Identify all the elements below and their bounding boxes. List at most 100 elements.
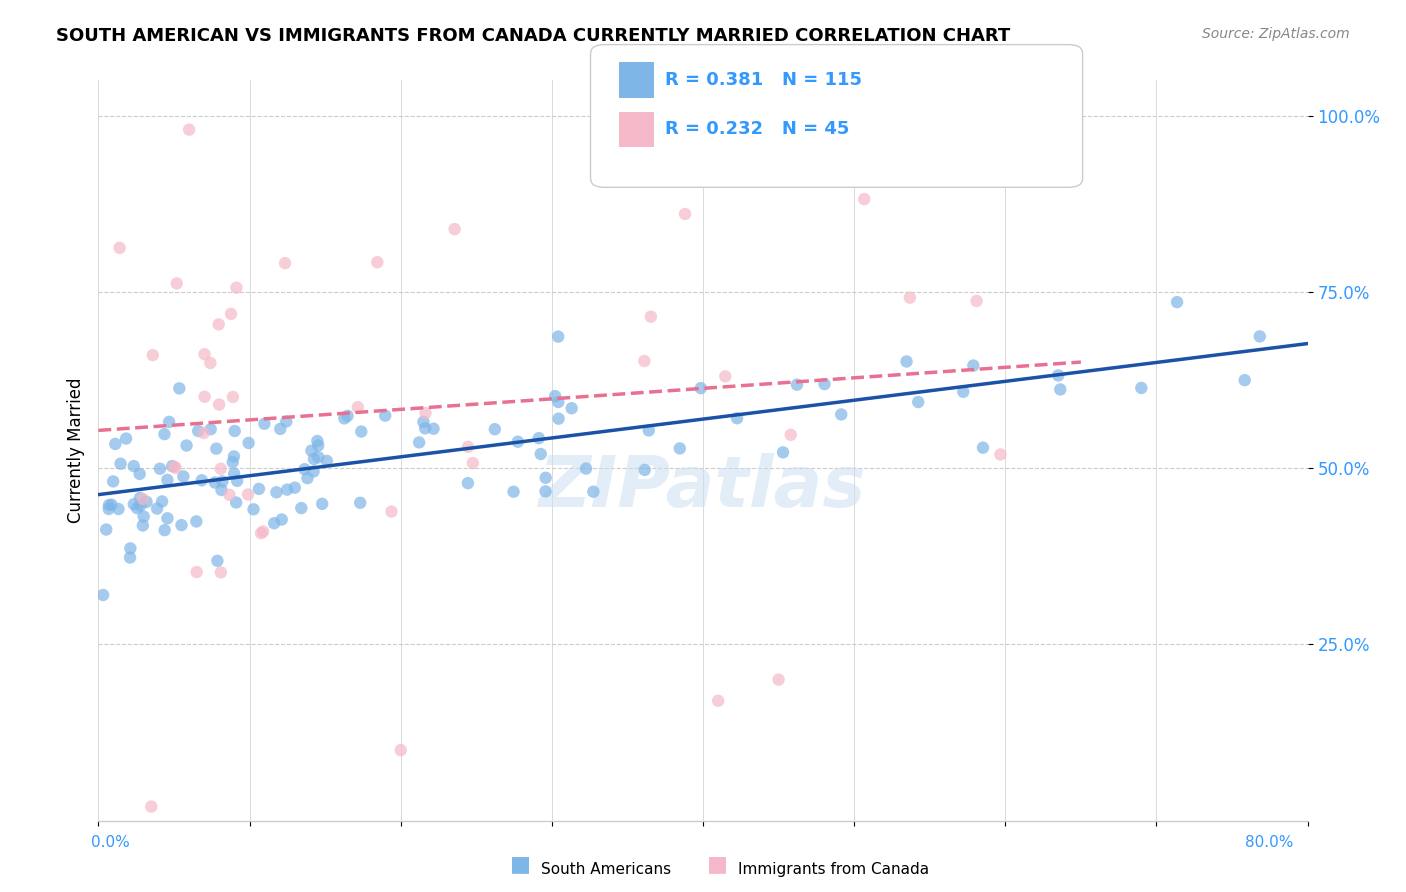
Immigrants from Canada <box>141 799 163 814</box>
South Americans <box>253 417 276 431</box>
Immigrants from Canada <box>966 293 988 308</box>
Immigrants from Canada <box>415 406 437 420</box>
South Americans <box>294 462 316 476</box>
Text: ZIPatlas: ZIPatlas <box>540 453 866 522</box>
Immigrants from Canada <box>898 291 921 305</box>
South Americans <box>270 512 292 526</box>
South Americans <box>176 438 198 452</box>
Text: 80.0%: 80.0% <box>1246 836 1294 850</box>
Immigrants from Canada <box>457 440 479 454</box>
South Americans <box>225 495 247 509</box>
Immigrants from Canada <box>990 447 1012 461</box>
Immigrants from Canada <box>707 694 730 708</box>
Immigrants from Canada <box>274 256 297 270</box>
South Americans <box>128 467 150 481</box>
Text: ■: ■ <box>510 854 530 873</box>
South Americans <box>290 501 312 516</box>
South Americans <box>786 377 808 392</box>
South Americans <box>97 502 120 516</box>
South Americans <box>207 554 229 568</box>
Immigrants from Canada <box>193 347 215 361</box>
South Americans <box>547 411 569 425</box>
Immigrants from Canada <box>443 222 465 236</box>
South Americans <box>100 498 122 512</box>
Immigrants from Canada <box>366 255 388 269</box>
Immigrants from Canada <box>132 491 155 506</box>
Immigrants from Canada <box>208 398 231 412</box>
South Americans <box>150 494 173 508</box>
South Americans <box>1233 373 1256 387</box>
Immigrants from Canada <box>179 122 201 136</box>
South Americans <box>813 377 835 392</box>
Immigrants from Canada <box>219 307 242 321</box>
South Americans <box>544 389 567 403</box>
South Americans <box>297 471 319 485</box>
South Americans <box>349 496 371 510</box>
South Americans <box>1249 329 1271 343</box>
Text: South Americans: South Americans <box>541 863 672 877</box>
South Americans <box>413 421 436 435</box>
Immigrants from Canada <box>380 505 402 519</box>
South Americans <box>118 550 141 565</box>
Immigrants from Canada <box>714 369 737 384</box>
South Americans <box>374 409 396 423</box>
Immigrants from Canada <box>222 390 245 404</box>
South Americans <box>129 491 152 505</box>
Text: R = 0.381   N = 115: R = 0.381 N = 115 <box>665 71 862 89</box>
South Americans <box>104 437 127 451</box>
South Americans <box>315 454 337 468</box>
South Americans <box>153 427 176 442</box>
South Americans <box>962 359 984 373</box>
South Americans <box>276 483 298 497</box>
South Americans <box>772 445 794 459</box>
South Americans <box>101 475 124 489</box>
South Americans <box>637 424 659 438</box>
Immigrants from Canada <box>142 348 165 362</box>
Text: ■: ■ <box>707 854 727 873</box>
South Americans <box>205 442 228 456</box>
South Americans <box>350 425 373 439</box>
South Americans <box>156 511 179 525</box>
South Americans <box>226 474 249 488</box>
South Americans <box>96 523 118 537</box>
South Americans <box>830 408 852 422</box>
South Americans <box>634 463 657 477</box>
South Americans <box>224 424 246 438</box>
Immigrants from Canada <box>108 241 131 255</box>
South Americans <box>561 401 583 416</box>
Immigrants from Canada <box>768 673 790 687</box>
South Americans <box>530 447 553 461</box>
South Americans <box>952 384 974 399</box>
Immigrants from Canada <box>853 192 876 206</box>
South Americans <box>120 541 142 556</box>
South Americans <box>149 461 172 475</box>
South Americans <box>972 441 994 455</box>
South Americans <box>1166 295 1188 310</box>
South Americans <box>157 415 180 429</box>
South Americans <box>276 415 298 429</box>
South Americans <box>582 484 605 499</box>
South Americans <box>307 450 329 465</box>
South Americans <box>269 422 291 436</box>
Immigrants from Canada <box>166 277 188 291</box>
Text: 0.0%: 0.0% <box>91 836 131 850</box>
South Americans <box>527 431 550 445</box>
South Americans <box>333 411 356 425</box>
Immigrants from Canada <box>194 390 217 404</box>
Text: R = 0.232   N = 45: R = 0.232 N = 45 <box>665 120 849 138</box>
Immigrants from Canada <box>655 142 678 156</box>
South Americans <box>247 482 270 496</box>
Immigrants from Canada <box>200 356 222 370</box>
South Americans <box>132 509 155 524</box>
South Americans <box>302 452 325 467</box>
South Americans <box>547 395 569 409</box>
South Americans <box>200 422 222 436</box>
South Americans <box>242 502 264 516</box>
South Americans <box>484 422 506 436</box>
Immigrants from Canada <box>163 459 186 474</box>
Immigrants from Canada <box>218 488 240 502</box>
South Americans <box>91 588 114 602</box>
South Americans <box>422 422 444 436</box>
South Americans <box>534 471 557 485</box>
South Americans <box>307 438 329 452</box>
